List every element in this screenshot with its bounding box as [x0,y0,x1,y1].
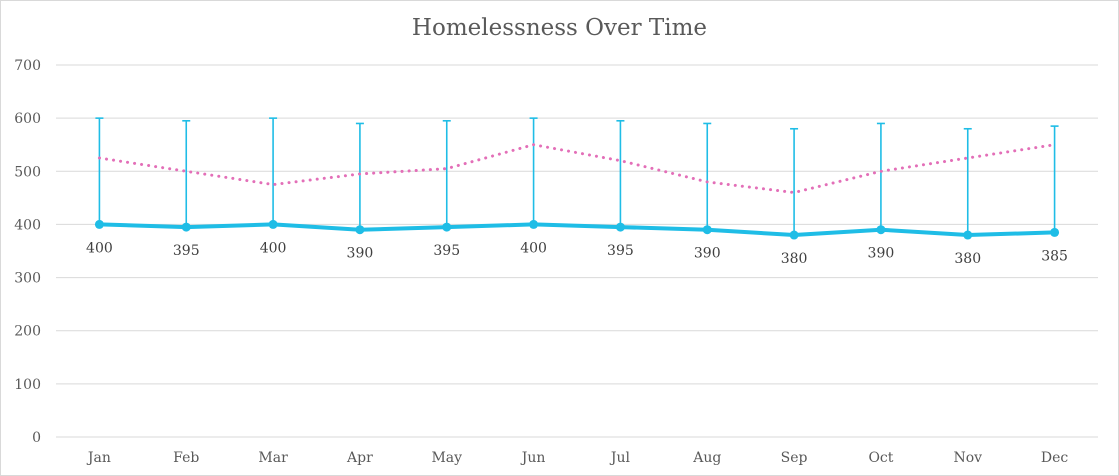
data-point [615,222,625,232]
y-tick-label: 300 [14,271,41,287]
x-tick-label: Feb [173,450,199,466]
y-tick-label: 0 [32,430,41,446]
y-tick-label: 400 [14,217,41,233]
series-line-solid [99,222,1055,238]
data-point [268,219,278,229]
x-tick-label: Sep [781,450,808,466]
data-point [789,230,799,240]
y-tick-label: 600 [14,111,41,127]
data-point [702,225,712,235]
y-tick-label: 100 [14,377,41,393]
x-tick-label: Aug [692,450,721,466]
data-label: 390 [694,246,721,262]
x-tick-label: Nov [953,450,982,466]
x-tick-label: Jul [609,450,631,466]
data-point [94,219,104,229]
data-label: 390 [868,246,895,262]
x-tick-label: Oct [868,450,893,466]
data-label: 395 [607,243,634,259]
x-tick-label: Apr [346,450,373,466]
y-tick-label: 500 [14,164,41,180]
x-tick-label: Mar [258,450,288,466]
data-point [442,222,452,232]
x-tick-label: Jun [520,450,546,466]
y-tick-label: 700 [14,58,41,74]
data-label: 400 [520,240,547,256]
data-label: 380 [781,251,808,267]
data-label: 400 [260,240,287,256]
data-point [355,225,365,235]
x-tick-label: Dec [1041,450,1069,466]
y-tick-label: 200 [14,324,41,340]
x-tick-label: Jan [86,450,111,466]
chart-title: Homelessness Over Time [411,15,708,41]
data-point [876,225,886,235]
series-line-dotted [97,143,1057,195]
data-point [1050,227,1060,237]
data-label: 400 [86,240,113,256]
data-label: 395 [173,243,200,259]
data-point [529,219,539,229]
data-label: 385 [1041,248,1068,264]
data-point [181,222,191,232]
data-label: 395 [433,243,460,259]
data-point [963,230,973,240]
x-tick-label: May [431,450,462,466]
data-label: 390 [347,246,374,262]
data-label: 380 [954,251,981,267]
